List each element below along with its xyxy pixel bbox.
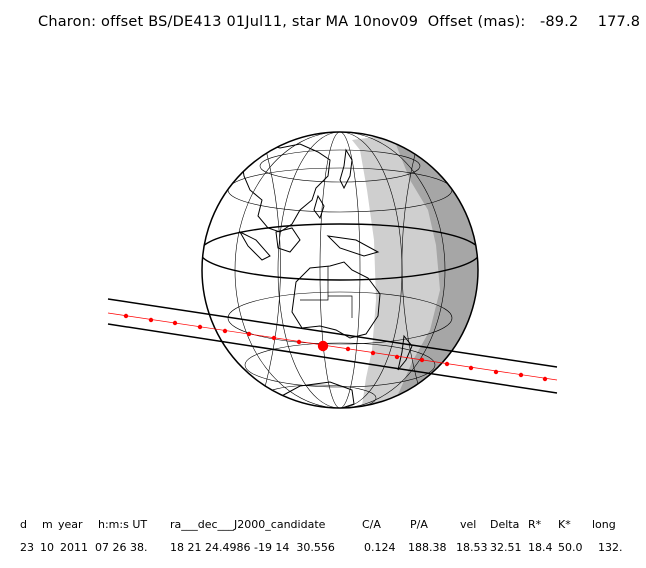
borneo-coastline xyxy=(275,227,301,253)
track-marker xyxy=(444,361,450,367)
col-header-ca: C/A xyxy=(362,518,381,531)
coastlines xyxy=(238,141,413,408)
value-pa: 188.38 xyxy=(408,541,447,554)
value-radec: 18 21 24.4986 -19 14 30.556 xyxy=(170,541,335,554)
australia-borders xyxy=(300,266,353,318)
col-header-month: m xyxy=(42,518,53,531)
sumatra-coastline xyxy=(238,230,271,261)
value-k-star: 50.0 xyxy=(558,541,583,554)
closest-approach-marker xyxy=(317,340,329,352)
track-marker xyxy=(123,313,129,319)
col-header-time: h:m:s UT xyxy=(98,518,148,531)
shadow-edge-south xyxy=(107,323,558,394)
col-header-vel: vel xyxy=(460,518,477,531)
value-delta: 32.51 xyxy=(490,541,522,554)
col-header-r-star: R* xyxy=(528,518,542,531)
track-marker xyxy=(345,346,351,352)
center-track-line xyxy=(107,312,558,381)
track-marker xyxy=(172,320,178,326)
track-marker xyxy=(148,317,154,323)
value-year: 2011 xyxy=(60,541,88,554)
col-header-long: long xyxy=(592,518,616,531)
plot-title: Charon: offset BS/DE413 01Jul11, star MA… xyxy=(38,14,641,30)
track-marker xyxy=(296,339,302,345)
value-day: 23 xyxy=(20,541,34,554)
globe-outline xyxy=(201,131,479,409)
asia-coastline xyxy=(239,141,331,233)
col-header-radec: ra___dec___J2000_candidate xyxy=(170,518,326,531)
col-header-pa: P/A xyxy=(410,518,428,531)
col-header-day: d xyxy=(20,518,27,531)
track-marker xyxy=(246,331,252,337)
antarctica-coastline xyxy=(277,381,355,408)
track-marker xyxy=(493,369,499,375)
col-header-year: year xyxy=(58,518,83,531)
track-marker xyxy=(370,350,376,356)
philippines-coastline xyxy=(313,194,325,220)
track-marker xyxy=(518,372,524,378)
value-month: 10 xyxy=(40,541,54,554)
value-r-star: 18.4 xyxy=(528,541,553,554)
track-markers xyxy=(123,313,548,382)
value-vel: 18.53 xyxy=(456,541,488,554)
shadow-edge-north xyxy=(107,298,558,368)
australia-coastline xyxy=(291,261,381,339)
value-time: 07 26 38. xyxy=(95,541,148,554)
value-ca: 0.124 xyxy=(364,541,396,554)
value-long: 132. xyxy=(598,541,623,554)
track-marker xyxy=(542,376,548,382)
col-header-k-star: K* xyxy=(558,518,571,531)
japan-coastline xyxy=(339,148,353,190)
track-marker xyxy=(271,335,277,341)
track-marker xyxy=(394,354,400,360)
col-header-delta: Delta xyxy=(490,518,520,531)
track-marker xyxy=(222,328,228,334)
new-guinea-coastline xyxy=(326,235,380,257)
track-marker xyxy=(419,357,425,363)
track-marker xyxy=(197,324,203,330)
equator-line xyxy=(202,223,478,281)
track-marker xyxy=(468,365,474,371)
